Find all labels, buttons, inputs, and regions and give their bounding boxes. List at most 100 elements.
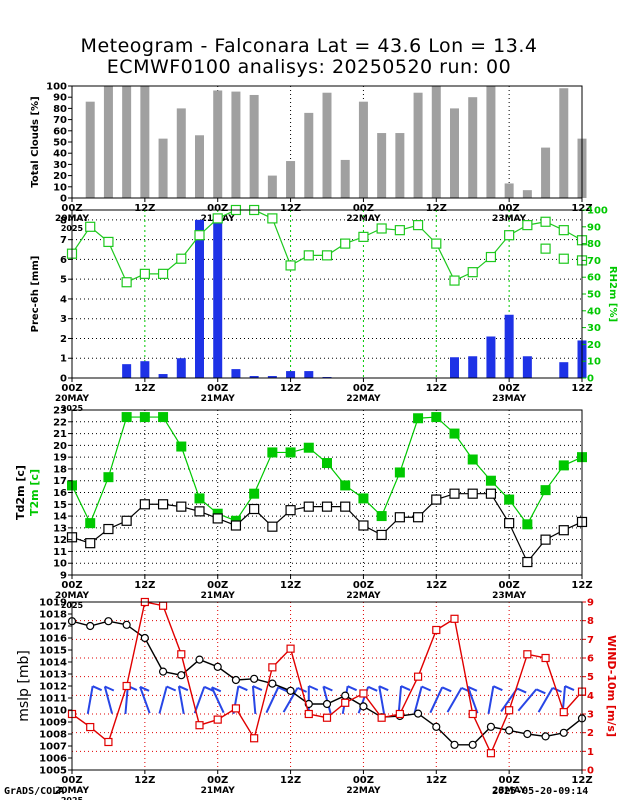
- y2-tick-label: 20: [587, 340, 601, 351]
- wind-barb-flag: [252, 685, 263, 691]
- wind-barb-staff: [397, 685, 403, 715]
- rh-marker: [522, 220, 533, 231]
- wind-barb: [103, 685, 115, 714]
- y2-tick-label: 4: [587, 691, 594, 702]
- y-tick-label: 5: [60, 275, 67, 286]
- y-tick-label: 1018: [39, 610, 67, 621]
- rh-marker: [285, 260, 296, 271]
- cloud-bar: [304, 112, 314, 198]
- mslp-marker: [541, 732, 550, 741]
- y-tick-label: 40: [53, 149, 67, 160]
- wind-marker: [177, 650, 186, 659]
- date-tick-label: 20MAY: [55, 591, 90, 601]
- cloud-bar: [522, 190, 532, 198]
- mslp-marker: [559, 728, 568, 737]
- wind-barb-staff: [124, 685, 129, 715]
- cloud-bar: [377, 133, 387, 198]
- cloud-bar: [286, 161, 296, 198]
- time-tick-label: 12Z: [280, 580, 301, 591]
- mslp-marker: [413, 709, 423, 718]
- wind-marker: [86, 722, 95, 732]
- wind-barb-flag: [322, 685, 333, 692]
- t2m-marker: [285, 447, 296, 458]
- td2m-marker: [540, 534, 551, 545]
- rh-marker: [303, 250, 314, 261]
- td2m-marker: [522, 556, 533, 568]
- year-tick-label: 2025: [61, 796, 84, 800]
- td2m-marker: [321, 501, 333, 512]
- date-tick-label: 23MAY: [492, 214, 527, 224]
- wind-barb: [139, 685, 151, 714]
- y-tick-label: 1007: [39, 742, 67, 753]
- y-tick-label: 14: [53, 512, 67, 523]
- time-tick-label: 12Z: [280, 775, 301, 786]
- wind-barb-staff: [251, 685, 257, 715]
- t2m-marker: [522, 519, 533, 530]
- precip-bar: [140, 361, 150, 378]
- y2-tick-label: 7: [587, 635, 594, 646]
- y-tick-label: 90: [53, 93, 67, 104]
- y-axis-label: Td2m [c]: [14, 465, 27, 520]
- date-tick-label: 21MAY: [201, 591, 236, 601]
- time-tick-label: 12Z: [571, 775, 592, 786]
- y-tick-label: 23: [53, 406, 67, 417]
- rh-marker: [467, 267, 478, 278]
- wind-barb-flag: [467, 685, 478, 692]
- y-tick-label: 11: [53, 547, 67, 558]
- wind-barb-flag: [166, 685, 177, 692]
- time-tick-label: 00Z: [207, 580, 228, 591]
- mslp-marker: [359, 702, 368, 711]
- td2m-marker: [485, 488, 497, 499]
- td2m-marker: [212, 513, 223, 524]
- precip-bar: [249, 376, 259, 378]
- mslp-marker: [450, 740, 459, 749]
- mslp-marker: [322, 699, 332, 709]
- t2m-marker: [376, 511, 387, 522]
- wind-barb-flag: [104, 685, 115, 692]
- y-tick-label: 100: [46, 82, 67, 93]
- y-tick-label: 1009: [39, 718, 67, 729]
- cloud-bar: [195, 135, 204, 198]
- wind-barb: [466, 685, 479, 714]
- rh-marker: [412, 220, 424, 231]
- y-tick-label: 16: [53, 488, 67, 499]
- y-axis-label: Prec-6h [mm]: [30, 256, 41, 333]
- wind-barb-staff: [517, 688, 538, 712]
- date-tick-label: 20MAY: [55, 786, 90, 796]
- y-tick-label: 7: [60, 235, 67, 246]
- wind-marker: [523, 650, 532, 659]
- y-tick-label: 21: [53, 429, 67, 440]
- chart-title-line1: Meteogram - Falconara Lat = 43.6 Lon = 1…: [80, 35, 538, 57]
- y2-tick-label: 90: [587, 222, 601, 233]
- t2m-marker: [303, 442, 314, 453]
- y-tick-label: 1005: [39, 766, 67, 777]
- mslp-marker: [268, 679, 277, 688]
- y-tick-label: 19: [53, 453, 67, 464]
- y-tick-label: 1012: [39, 682, 67, 693]
- wind-barb-flag: [347, 685, 358, 692]
- date-tick-label: 21MAY: [201, 394, 236, 404]
- t2m-marker: [485, 475, 496, 486]
- mslp-marker: [250, 674, 259, 683]
- y-tick-label: 2: [60, 334, 67, 345]
- t2m-marker: [267, 447, 278, 458]
- precip-bar: [176, 358, 186, 378]
- td2m-marker: [449, 488, 460, 499]
- wind-barb-flag: [308, 685, 319, 691]
- y-tick-label: 10: [53, 182, 67, 193]
- wind-barb-flag: [139, 685, 150, 692]
- wind-barb-staff: [210, 686, 225, 714]
- wind-barb: [307, 685, 319, 714]
- td2m-marker: [121, 515, 132, 526]
- wind-barb: [158, 685, 177, 714]
- wind-barb: [397, 685, 411, 715]
- rh-marker: [431, 238, 442, 249]
- y-tick-label: 6: [60, 255, 67, 266]
- td2m-marker: [504, 518, 515, 529]
- wind-barb: [86, 685, 103, 714]
- time-tick-label: 12Z: [426, 775, 447, 786]
- y2-tick-label: 8: [587, 616, 594, 627]
- time-tick-label: 12Z: [280, 383, 301, 394]
- date-tick-label: 23MAY: [492, 786, 527, 796]
- y2-tick-label: 0: [587, 766, 594, 777]
